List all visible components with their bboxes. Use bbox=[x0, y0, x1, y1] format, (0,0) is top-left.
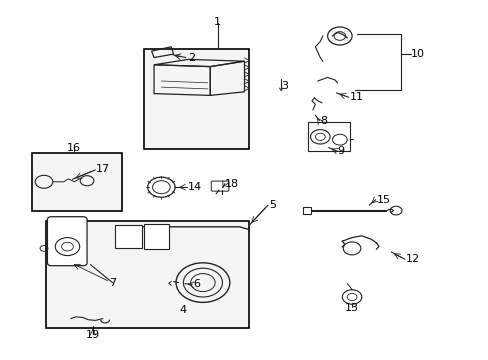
Bar bbox=[46, 221, 249, 328]
Bar bbox=[32, 153, 122, 211]
Text: 13: 13 bbox=[345, 303, 358, 313]
Bar bbox=[115, 225, 142, 248]
Text: 9: 9 bbox=[337, 146, 344, 156]
Text: 11: 11 bbox=[349, 92, 363, 102]
Text: 10: 10 bbox=[410, 49, 424, 59]
Text: 17: 17 bbox=[95, 164, 109, 174]
Bar bbox=[303, 207, 310, 214]
Text: 6: 6 bbox=[193, 279, 200, 289]
Bar bbox=[144, 224, 168, 249]
Text: 14: 14 bbox=[188, 182, 202, 192]
FancyBboxPatch shape bbox=[47, 217, 87, 266]
Bar bbox=[144, 49, 249, 149]
Bar bbox=[307, 122, 349, 151]
Text: 8: 8 bbox=[320, 116, 327, 126]
Text: 1: 1 bbox=[214, 17, 221, 27]
Text: 16: 16 bbox=[67, 143, 81, 153]
Text: 15: 15 bbox=[376, 195, 390, 205]
Text: 3: 3 bbox=[281, 81, 287, 91]
Text: 19: 19 bbox=[86, 330, 100, 340]
Text: 7: 7 bbox=[109, 278, 116, 288]
Text: 18: 18 bbox=[224, 179, 239, 189]
Text: 12: 12 bbox=[405, 254, 419, 264]
Text: 2: 2 bbox=[188, 53, 195, 63]
FancyBboxPatch shape bbox=[211, 181, 228, 191]
Text: 4: 4 bbox=[180, 305, 186, 315]
Text: 5: 5 bbox=[268, 200, 275, 210]
